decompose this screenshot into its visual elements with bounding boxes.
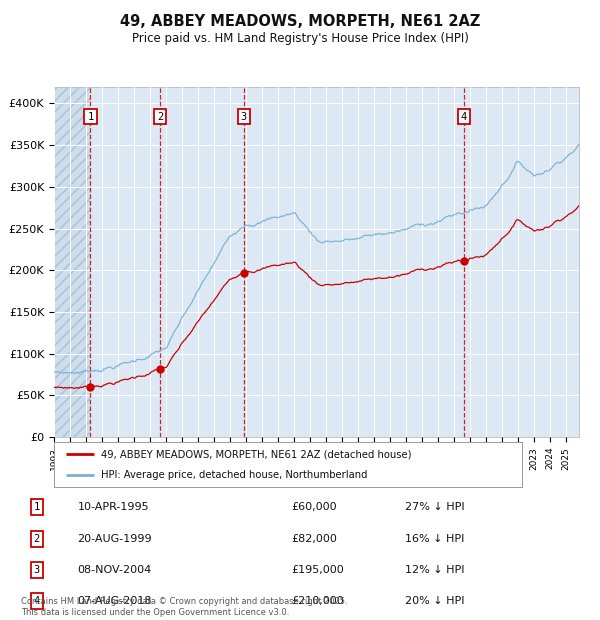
Text: £195,000: £195,000 <box>292 565 344 575</box>
Text: 27% ↓ HPI: 27% ↓ HPI <box>404 502 464 512</box>
Text: Contains HM Land Registry data © Crown copyright and database right 2025.
This d: Contains HM Land Registry data © Crown c… <box>21 598 347 617</box>
Text: Price paid vs. HM Land Registry's House Price Index (HPI): Price paid vs. HM Land Registry's House … <box>131 32 469 45</box>
Text: 4: 4 <box>34 596 40 606</box>
Text: 49, ABBEY MEADOWS, MORPETH, NE61 2AZ: 49, ABBEY MEADOWS, MORPETH, NE61 2AZ <box>120 14 480 29</box>
Text: 07-AUG-2018: 07-AUG-2018 <box>77 596 152 606</box>
Text: 1: 1 <box>34 502 40 512</box>
Text: 49, ABBEY MEADOWS, MORPETH, NE61 2AZ (detached house): 49, ABBEY MEADOWS, MORPETH, NE61 2AZ (de… <box>101 449 412 459</box>
Text: 4: 4 <box>461 112 467 122</box>
Text: 10-APR-1995: 10-APR-1995 <box>77 502 149 512</box>
Text: HPI: Average price, detached house, Northumberland: HPI: Average price, detached house, Nort… <box>101 469 367 480</box>
Text: 3: 3 <box>241 112 247 122</box>
Text: 20-AUG-1999: 20-AUG-1999 <box>77 534 152 544</box>
Text: 12% ↓ HPI: 12% ↓ HPI <box>404 565 464 575</box>
Text: 2: 2 <box>34 534 40 544</box>
Text: 08-NOV-2004: 08-NOV-2004 <box>77 565 152 575</box>
Text: £210,000: £210,000 <box>292 596 344 606</box>
Bar <box>54 87 91 437</box>
Text: 3: 3 <box>34 565 40 575</box>
Text: 16% ↓ HPI: 16% ↓ HPI <box>404 534 464 544</box>
Text: 1: 1 <box>88 112 94 122</box>
Text: 20% ↓ HPI: 20% ↓ HPI <box>404 596 464 606</box>
Text: £82,000: £82,000 <box>292 534 338 544</box>
Text: £60,000: £60,000 <box>292 502 337 512</box>
Text: 2: 2 <box>157 112 163 122</box>
Bar <box>54 87 91 437</box>
